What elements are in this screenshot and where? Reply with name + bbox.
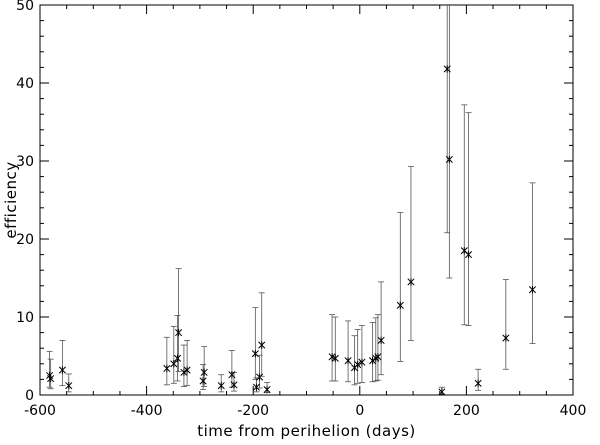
y-axis-label: efficiency xyxy=(2,161,20,238)
data-point xyxy=(369,356,377,365)
data-point xyxy=(173,354,182,363)
data-point xyxy=(251,349,259,358)
data-point xyxy=(528,286,537,294)
data-point xyxy=(256,373,264,381)
data-point xyxy=(58,366,66,374)
data-point xyxy=(47,374,55,383)
data-point xyxy=(443,65,451,73)
y-tick-label: 40 xyxy=(16,76,34,92)
data-point xyxy=(263,385,271,394)
x-tick-label: -200 xyxy=(237,403,269,419)
data-point xyxy=(331,354,339,363)
data-point xyxy=(65,381,73,390)
data-point xyxy=(396,301,404,309)
y-tick-label: 10 xyxy=(16,310,34,326)
x-axis-label: time from perihelion (days) xyxy=(197,422,416,440)
data-point xyxy=(252,383,260,391)
plot-border xyxy=(39,4,574,396)
y-tick-label: 0 xyxy=(25,388,34,404)
data-point xyxy=(170,360,178,368)
data-point xyxy=(175,328,183,337)
data-point xyxy=(464,250,473,259)
data-point xyxy=(228,371,236,379)
x-tick-label: -600 xyxy=(24,403,56,419)
data-point xyxy=(217,381,225,390)
data-point xyxy=(180,368,188,377)
data-point xyxy=(230,381,238,389)
data-point xyxy=(377,336,385,345)
data-point xyxy=(200,368,208,377)
data-point xyxy=(445,155,453,164)
data-point xyxy=(354,360,362,369)
data-point xyxy=(258,341,266,349)
data-point xyxy=(407,278,415,286)
x-tick-label: 200 xyxy=(453,403,480,419)
data-point xyxy=(344,356,352,365)
tick-labels: -600 -400 -200 0 200 400 0 10 20 30 40 50 xyxy=(16,0,586,419)
data-markers xyxy=(46,65,537,396)
data-point xyxy=(374,353,382,361)
data-point xyxy=(460,247,468,255)
x-tick-label: -400 xyxy=(131,403,163,419)
data-point xyxy=(502,334,510,342)
plot-frame xyxy=(39,4,574,396)
data-point xyxy=(474,379,482,387)
y-tick-label: 20 xyxy=(16,232,34,248)
data-point xyxy=(183,366,191,374)
axis-ticks xyxy=(39,4,574,396)
data-point xyxy=(438,388,446,396)
y-tick-label: 50 xyxy=(16,0,34,14)
data-point xyxy=(358,358,366,366)
y-tick-label: 30 xyxy=(16,154,34,170)
x-tick-label: 0 xyxy=(355,403,364,419)
x-tick-label: 400 xyxy=(560,403,587,419)
data-point xyxy=(163,364,171,373)
data-point xyxy=(199,377,207,385)
error-bars xyxy=(46,5,536,395)
